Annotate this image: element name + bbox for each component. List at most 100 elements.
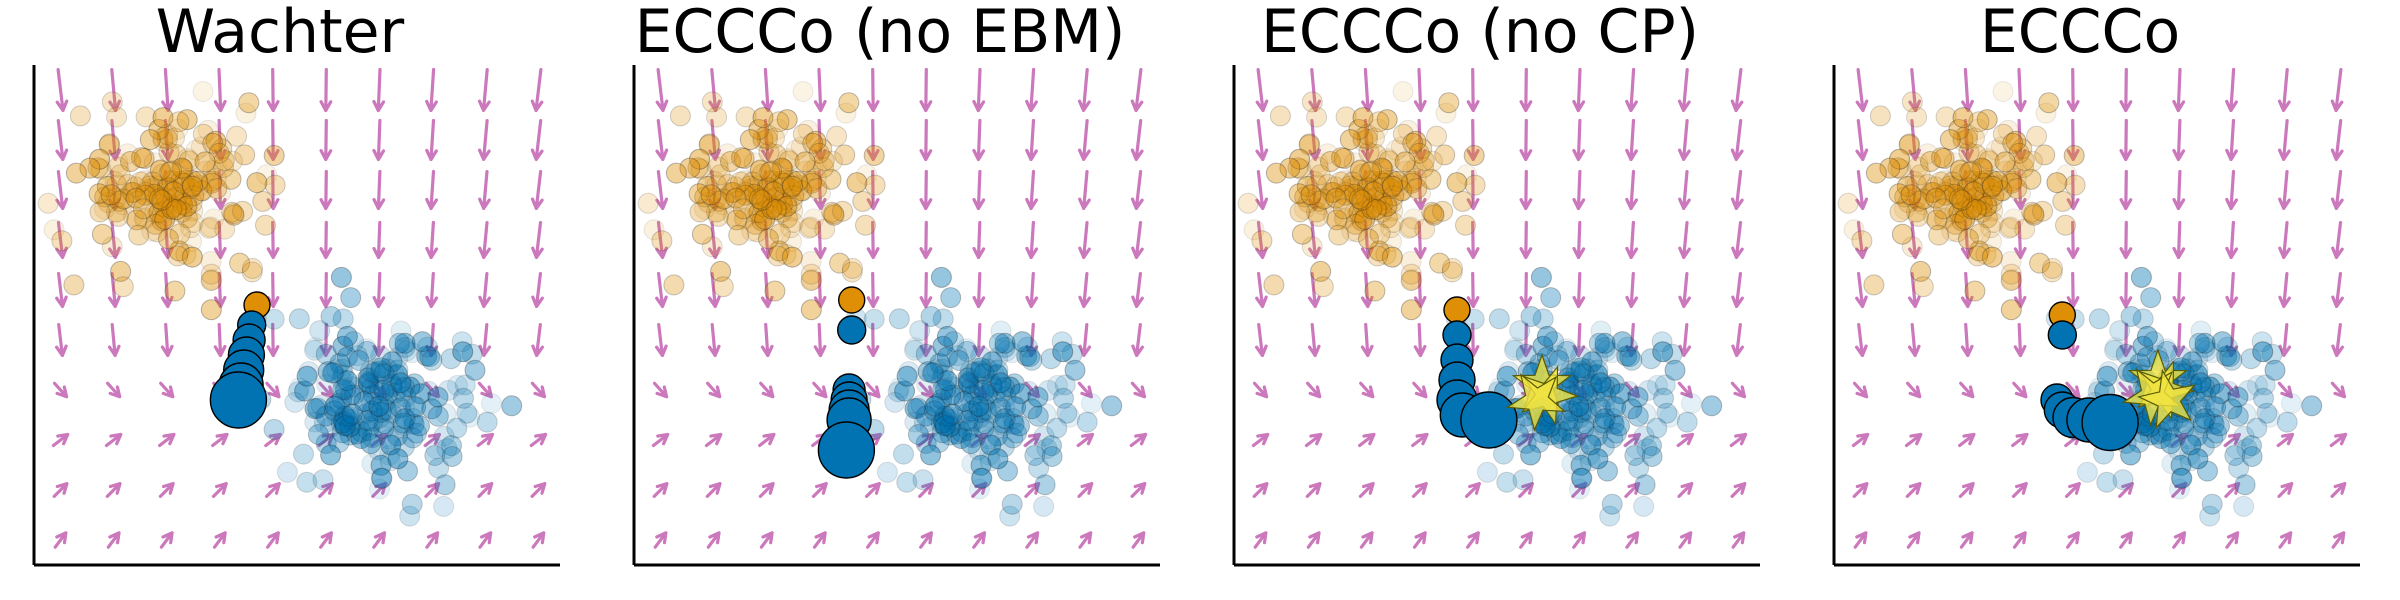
- factual-point: [1952, 127, 1974, 149]
- target-cluster: [845, 266, 1123, 527]
- target-point: [2201, 493, 2223, 515]
- factual-point: [1330, 171, 1351, 193]
- factual-point: [223, 204, 245, 226]
- factual-point: [176, 207, 198, 229]
- target-point: [1646, 374, 1668, 396]
- factual-point: [158, 142, 180, 163]
- factual-point: [1408, 142, 1430, 164]
- target-point: [1010, 383, 1031, 405]
- field-arrow: [2331, 221, 2344, 259]
- field-arrow: [652, 381, 669, 399]
- factual-point: [780, 178, 802, 200]
- factual-point: [1946, 175, 1968, 197]
- target-point: [2156, 338, 2177, 360]
- target-point: [416, 345, 438, 367]
- factual-point: [1961, 160, 1982, 182]
- target-point: [1002, 427, 1024, 449]
- field-arrow: [105, 482, 122, 498]
- factual-point: [1354, 208, 1376, 230]
- factual-point: [202, 132, 224, 154]
- target-point: [2199, 376, 2221, 398]
- factual-point: [776, 195, 798, 217]
- factual-point: [1966, 198, 1988, 220]
- target-point: [1548, 350, 1570, 371]
- factual-point: [1334, 207, 1356, 229]
- target-point: [942, 376, 964, 398]
- factual-point: [755, 205, 777, 227]
- target-point: [381, 374, 403, 396]
- factual-point: [1344, 202, 1366, 223]
- field-arrow: [2224, 381, 2240, 399]
- target-point: [2251, 331, 2273, 353]
- target-point: [304, 339, 326, 361]
- target-point: [2169, 478, 2190, 500]
- factual-point: [1406, 178, 1428, 199]
- target-point: [405, 396, 427, 418]
- factual-point: [148, 202, 170, 224]
- target-point: [461, 343, 483, 365]
- factual-point: [200, 270, 222, 291]
- factual-point: [2041, 261, 2063, 283]
- factual-point: [1963, 181, 1985, 203]
- field-arrow: [758, 432, 776, 448]
- target-point: [984, 382, 1006, 404]
- target-point: [915, 343, 937, 365]
- field-arrow: [1025, 118, 1038, 162]
- field-arrow: [919, 118, 933, 162]
- factual-point: [1400, 251, 1422, 272]
- factual-point: [1421, 201, 1443, 223]
- factual-point: [765, 199, 787, 221]
- target-point: [1646, 417, 1668, 439]
- target-point: [1476, 461, 1498, 483]
- factual-point: [1380, 178, 1402, 200]
- field-arrow: [108, 221, 121, 259]
- target-point: [968, 395, 990, 417]
- factual-point: [1381, 192, 1403, 214]
- target-point: [1594, 408, 1616, 430]
- field-arrow: [1905, 482, 1922, 498]
- target-point: [910, 394, 932, 416]
- factual-point: [94, 198, 115, 220]
- target-point: [2224, 445, 2246, 466]
- factual-point: [745, 213, 766, 235]
- factual-point: [201, 172, 223, 194]
- field-arrow: [1412, 531, 1427, 549]
- field-arrow: [2013, 169, 2027, 211]
- factual-point: [2005, 168, 2027, 189]
- target-point: [2136, 325, 2158, 347]
- field-arrow: [1466, 220, 1480, 260]
- factual-point: [112, 276, 134, 298]
- factual-point: [1959, 161, 1981, 183]
- target-point: [979, 450, 1001, 472]
- factual-point: [141, 220, 163, 242]
- factual-point: [699, 133, 720, 155]
- factual-point: [776, 207, 798, 229]
- target-point: [334, 415, 356, 436]
- factual-point: [1985, 139, 2007, 161]
- factual-point: [1301, 236, 1323, 258]
- target-point: [355, 381, 377, 403]
- factual-point: [107, 205, 129, 227]
- field-arrow: [1676, 432, 1695, 448]
- factual-point: [134, 184, 156, 206]
- target-point: [1565, 362, 1587, 384]
- target-point: [390, 372, 412, 394]
- field-arrow: [478, 272, 491, 308]
- factual-point: [1456, 164, 1478, 186]
- factual-point: [776, 189, 798, 210]
- factual-point: [1263, 274, 1285, 296]
- field-arrow: [653, 531, 668, 549]
- target-point: [378, 407, 399, 429]
- field-arrow: [865, 381, 881, 399]
- field-arrow: [2119, 67, 2133, 113]
- factual-point: [741, 220, 763, 242]
- target-point: [951, 404, 973, 426]
- target-point: [904, 411, 926, 433]
- field-arrow: [970, 432, 988, 448]
- target-point: [970, 401, 992, 423]
- target-point: [394, 396, 416, 418]
- factual-point: [1429, 252, 1451, 274]
- target-point: [2203, 395, 2224, 417]
- field-arrow: [530, 482, 547, 498]
- field-arrow: [813, 322, 827, 358]
